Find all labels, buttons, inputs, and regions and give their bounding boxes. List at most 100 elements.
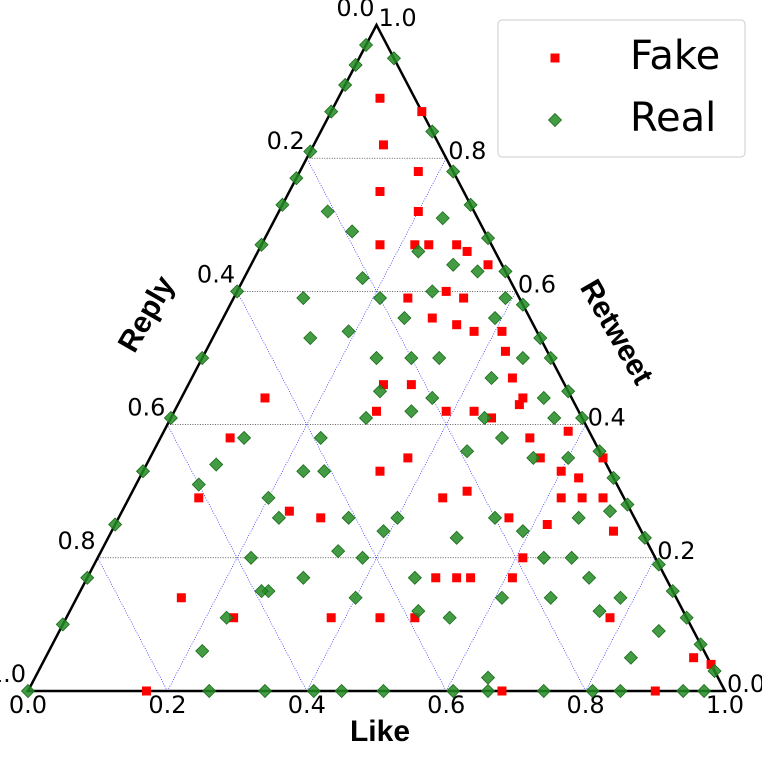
data-point [237, 430, 252, 445]
data-point [413, 206, 423, 216]
data-point [303, 330, 318, 346]
data-point [518, 553, 528, 563]
data-point [55, 617, 70, 632]
retweet-tick-label: 1.0 [379, 4, 417, 32]
data-point [427, 313, 437, 323]
data-point [561, 450, 576, 465]
data-point [404, 404, 419, 419]
data-point [372, 406, 381, 416]
data-point [679, 610, 694, 625]
data-point [378, 140, 388, 150]
data-point [435, 211, 450, 226]
data-point [358, 410, 374, 426]
data-point [141, 686, 151, 696]
data-point [462, 246, 472, 256]
data-point [261, 490, 276, 505]
reply-tick-label: 0.4 [197, 260, 235, 288]
data-point [518, 393, 528, 403]
data-point [446, 257, 461, 272]
data-point [355, 550, 370, 565]
data-point [326, 613, 336, 623]
data-point [191, 477, 206, 492]
data-point [410, 240, 420, 250]
data-point [225, 433, 235, 443]
data-point [386, 51, 401, 66]
data-point [257, 683, 273, 699]
data-point [556, 493, 566, 503]
data-point [375, 466, 385, 476]
data-point [469, 406, 479, 416]
data-point [135, 464, 151, 479]
data-point [574, 473, 584, 483]
data-point [533, 330, 548, 346]
data-point [697, 683, 712, 699]
data-point [219, 610, 234, 625]
data-point [536, 683, 551, 699]
data-point [441, 406, 451, 416]
data-point [563, 426, 573, 436]
data-point [376, 524, 391, 539]
grid-line [306, 158, 586, 692]
data-point [480, 683, 496, 699]
data-point [452, 320, 462, 330]
retweet-tick-label: 0.8 [448, 137, 486, 165]
data-point [598, 453, 608, 463]
data-point [582, 570, 597, 585]
data-point [289, 171, 304, 186]
legend-box [497, 19, 746, 158]
like-tick-label: 0.6 [427, 691, 465, 719]
data-point [449, 530, 464, 545]
data-point [375, 93, 385, 103]
data-point [623, 650, 638, 665]
data-point [80, 570, 95, 585]
data-point [598, 493, 608, 503]
data-point [608, 526, 618, 536]
data-point [477, 410, 492, 426]
data-point [376, 683, 391, 699]
data-point [324, 104, 339, 119]
reply-tick-label: 0.2 [267, 127, 305, 155]
data-point [390, 510, 405, 525]
data-point [515, 350, 530, 366]
data-point [209, 457, 224, 472]
data-point [452, 573, 462, 583]
data-point [425, 284, 440, 299]
grid-line [306, 291, 517, 692]
data-point [432, 350, 447, 366]
data-point [494, 430, 510, 445]
data-point [375, 187, 385, 196]
data-point [536, 550, 551, 565]
legend-label: Fake [630, 33, 720, 79]
data-point [543, 350, 558, 366]
data-point [514, 400, 524, 410]
data-point [378, 380, 388, 390]
data-point [480, 231, 496, 246]
data-point [462, 486, 472, 496]
retweet-tick-label: 0.2 [657, 537, 695, 565]
data-point [397, 310, 412, 326]
like-tick-label: 0.8 [567, 691, 605, 719]
data-point [592, 444, 607, 459]
data-point [345, 224, 360, 239]
data-point [411, 604, 426, 619]
data-point [417, 107, 427, 117]
data-point [575, 410, 590, 426]
data-point [424, 240, 434, 250]
data-point [592, 604, 607, 619]
data-point [317, 464, 332, 479]
data-point [341, 324, 356, 339]
data-point [620, 497, 635, 512]
data-point [375, 613, 385, 623]
data-point [525, 433, 535, 443]
data-point [316, 513, 326, 523]
data-point [355, 271, 370, 286]
data-point [526, 450, 541, 465]
data-point [706, 659, 716, 669]
data-point [260, 393, 270, 403]
retweet-tick-label: 0.4 [588, 404, 626, 432]
data-point [271, 510, 286, 525]
grid-line [97, 557, 168, 692]
data-point [613, 590, 628, 605]
data-point [484, 370, 499, 386]
reply-tick-label: 1.0 [0, 660, 26, 688]
